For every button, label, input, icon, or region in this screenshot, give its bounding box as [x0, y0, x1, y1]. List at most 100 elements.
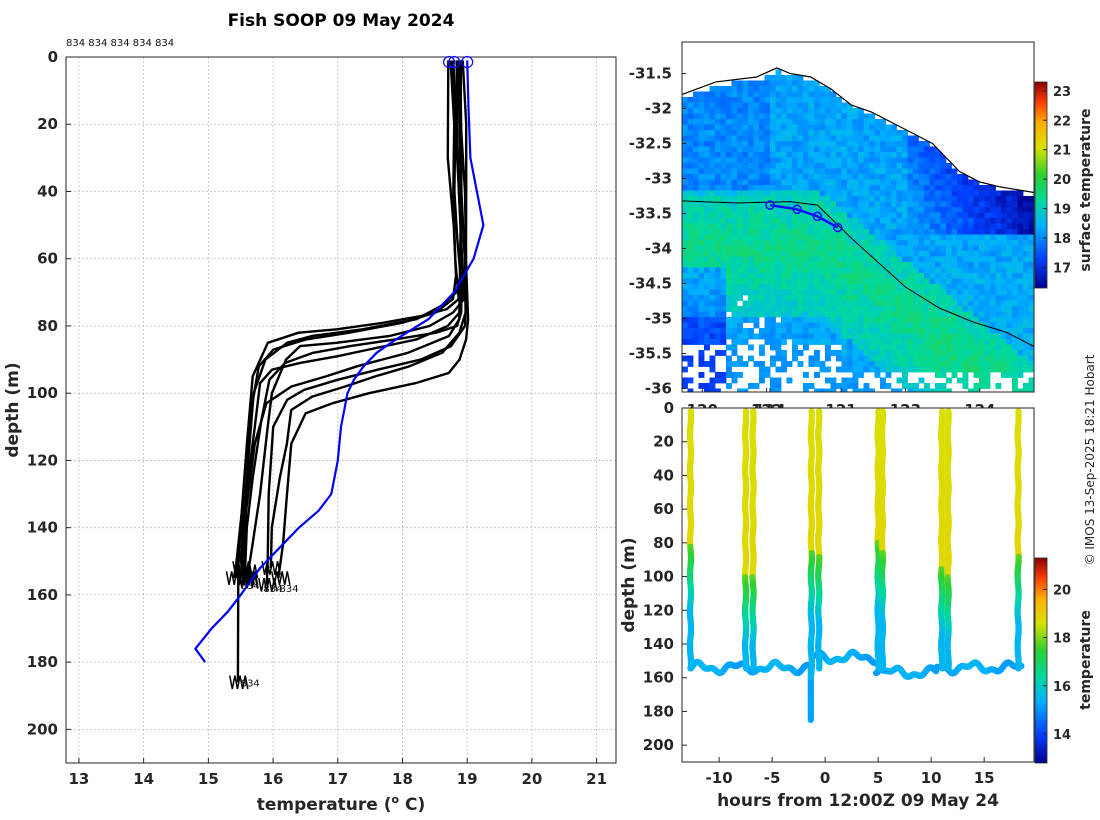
map-sst-cell	[687, 124, 694, 131]
map-sst-cell	[902, 256, 908, 263]
map-sst-cell	[704, 174, 710, 180]
map-sst-cell	[847, 218, 853, 224]
map-sst-cell	[715, 300, 721, 307]
map-sst-cell	[847, 207, 853, 213]
map-sst-cell	[797, 80, 804, 87]
map-sst-cell	[907, 388, 914, 392]
map-sst-cell	[759, 91, 765, 98]
map-sst-cell	[808, 289, 815, 296]
map-sst-cell	[709, 113, 716, 120]
map-sst-cell	[1012, 311, 1018, 318]
section-y-axis-label: depth (m)	[619, 537, 639, 632]
map-sst-cell	[918, 256, 925, 263]
map-sst-cell	[836, 234, 842, 241]
map-sst-cell	[693, 130, 699, 136]
map-sst-cell	[720, 317, 727, 323]
map-sst-cell	[781, 168, 787, 175]
map-sst-cell	[737, 388, 743, 392]
map-sst-cell	[737, 102, 743, 109]
map-sst-cell	[731, 91, 738, 98]
map-sst-cell	[737, 119, 743, 125]
map-sst-cell	[847, 212, 853, 219]
map-sst-cell	[852, 322, 859, 329]
map-sst-cell	[863, 229, 870, 235]
map-sst-cell	[770, 86, 776, 92]
map-sst-cell	[693, 179, 699, 186]
map-sst-cell	[709, 306, 716, 312]
map-sst-cell	[781, 174, 787, 180]
map-sst-cell	[907, 251, 914, 257]
map-sst-cell	[913, 245, 919, 252]
map-sst-cell	[858, 218, 864, 224]
map-sst-cell	[770, 102, 776, 109]
map-sst-cell	[874, 311, 881, 318]
map-sst-cell	[841, 273, 848, 279]
map-sst-cell	[825, 91, 831, 98]
top-cast-labels: 834 834 834 834 834	[66, 38, 174, 49]
map-sst-cell	[1006, 295, 1013, 301]
map-sst-cell	[869, 328, 875, 334]
map-sst-cell	[726, 355, 732, 362]
map-sst-cell	[918, 179, 925, 186]
map-sst-cell	[786, 196, 793, 202]
map-sst-cell	[880, 350, 886, 356]
map-sst-cell	[995, 328, 1002, 334]
map-sst-cell	[962, 284, 969, 290]
section-axes-frame	[681, 407, 1035, 763]
map-sst-cell	[709, 278, 716, 285]
profile-grid	[66, 56, 616, 763]
map-sst-cell	[858, 113, 864, 120]
map-sst-cell	[896, 295, 903, 301]
map-sst-cell	[836, 350, 842, 356]
map-sst-cell	[874, 218, 881, 224]
map-sst-cell	[781, 289, 787, 296]
map-sst-cell	[693, 317, 699, 323]
profile-bottom-squiggle	[225, 571, 246, 585]
map-sst-cell	[797, 190, 804, 197]
map-sst-cell	[759, 295, 765, 301]
map-sst-cell	[841, 207, 848, 213]
map-sst-cell	[885, 146, 892, 153]
map-sst-cell	[968, 344, 974, 351]
map-sst-cell	[1006, 284, 1013, 290]
map-sst-cell	[753, 102, 760, 109]
map-sst-cell	[885, 317, 892, 323]
map-sst-cell	[720, 267, 727, 274]
section-x-tick-label: -5	[764, 769, 781, 787]
map-sst-cell	[836, 212, 842, 219]
map-sst-cell	[797, 339, 804, 345]
map-sst-cell	[720, 295, 727, 301]
map-sst-cell	[979, 185, 985, 191]
map-sst-cell	[726, 240, 732, 246]
map-sst-cell	[869, 190, 875, 197]
map-sst-cell	[764, 174, 771, 180]
map-sst-cell	[742, 168, 749, 175]
map-sst-cell	[709, 377, 716, 384]
map-sst-cell	[935, 207, 941, 213]
map-sst-cell	[814, 185, 820, 191]
map-sst-cell	[962, 278, 969, 285]
map-sst-cell	[797, 97, 804, 103]
map-sst-cell	[1001, 355, 1007, 362]
map-sst-cell	[874, 306, 881, 312]
map-sst-cell	[797, 75, 804, 81]
section-y-tick-label: 40	[653, 466, 674, 484]
map-sst-cell	[770, 267, 776, 274]
map-sst-cell	[726, 289, 732, 296]
map-colorbar-tick-label: 23	[1053, 85, 1071, 100]
map-sst-cell	[907, 328, 914, 334]
map-sst-cell	[753, 124, 760, 131]
map-sst-cell	[957, 273, 963, 279]
map-sst-cell	[704, 245, 710, 252]
map-sst-cell	[764, 119, 771, 125]
map-sst-cell	[715, 174, 721, 180]
map-sst-cell	[825, 350, 831, 356]
map-sst-cell	[957, 344, 963, 351]
map-sst-cell	[1017, 240, 1024, 246]
map-sst-cell	[913, 240, 919, 246]
map-sst-cell	[946, 350, 952, 356]
map-sst-cell	[737, 317, 743, 323]
map-sst-cell	[808, 245, 815, 252]
map-sst-cell	[858, 190, 864, 197]
map-sst-cell	[957, 311, 963, 318]
